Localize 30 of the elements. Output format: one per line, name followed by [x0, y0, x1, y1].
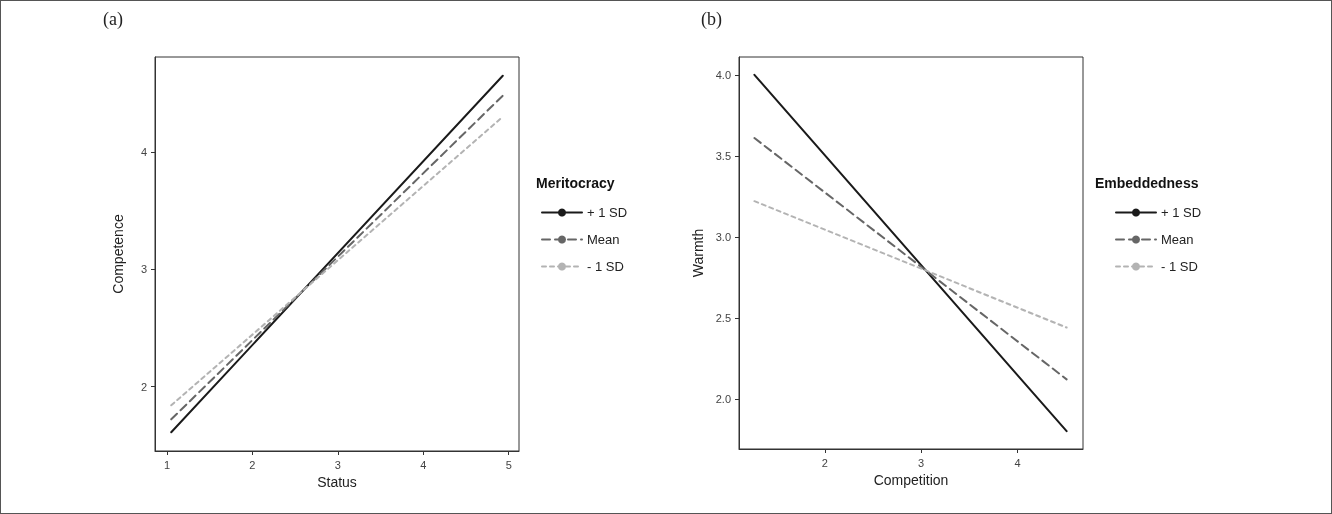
x-tick-label: 1 — [163, 458, 171, 471]
y-tick-label: 3.5 — [715, 149, 731, 162]
x-axis-title: Competition — [873, 471, 949, 488]
x-tick-label: 4 — [420, 458, 427, 471]
legend-label: + 1 SD — [1161, 205, 1202, 220]
x-tick-label: 4 — [1014, 456, 1021, 469]
chart-title: (b) — [701, 9, 722, 30]
chart-title: (a) — [103, 9, 123, 30]
x-axis-title: Status — [317, 473, 357, 490]
legend-label: + 1 SD — [587, 205, 628, 220]
y-tick-label: 4 — [140, 145, 147, 158]
x-tick-label: 3 — [918, 456, 925, 469]
x-tick-label: 3 — [334, 458, 341, 471]
legend-label: Mean — [1161, 232, 1194, 247]
y-tick-label: 4.0 — [715, 68, 731, 81]
y-tick-label: 3 — [140, 263, 147, 276]
y-tick-label: 3.0 — [715, 230, 731, 243]
y-tick-label: 2.0 — [715, 392, 731, 405]
y-axis-title: Warmth — [689, 228, 706, 278]
legend-title: Meritocracy — [536, 175, 615, 191]
legend-title: Embeddedness — [1095, 175, 1199, 191]
legend-label: - 1 SD — [1161, 259, 1198, 274]
legend-label: - 1 SD — [587, 259, 624, 274]
y-tick-label: 2.5 — [715, 311, 731, 324]
x-tick-label: 5 — [505, 458, 512, 471]
x-tick-label: 2 — [821, 456, 828, 469]
y-axis-title: Competence — [110, 214, 126, 294]
x-tick-label: 2 — [249, 458, 256, 471]
y-tick-label: 2 — [140, 380, 147, 393]
legend-label: Mean — [587, 232, 620, 247]
